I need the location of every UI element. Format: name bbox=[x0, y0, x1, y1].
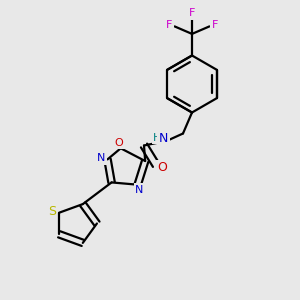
Text: O: O bbox=[158, 161, 167, 174]
Text: S: S bbox=[48, 205, 56, 218]
Text: O: O bbox=[115, 138, 124, 148]
Text: N: N bbox=[159, 131, 168, 145]
Text: N: N bbox=[97, 153, 106, 163]
Text: F: F bbox=[166, 20, 172, 30]
Text: N: N bbox=[135, 184, 143, 194]
Text: F: F bbox=[189, 8, 195, 19]
Text: F: F bbox=[212, 20, 218, 30]
Text: H: H bbox=[153, 133, 162, 143]
